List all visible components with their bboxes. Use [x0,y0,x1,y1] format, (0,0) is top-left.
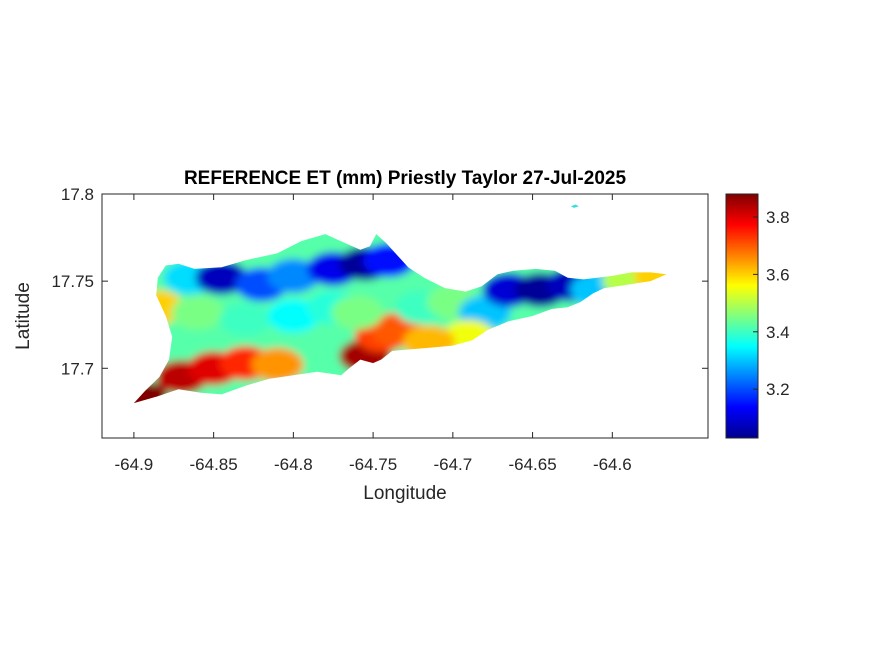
x-tick-label: -64.9 [115,455,154,474]
colorbar-tick-label: 3.6 [766,265,790,284]
x-tick-label: -64.6 [593,455,632,474]
field-sample-12 [267,258,320,293]
field-sample-16 [171,295,224,330]
field-sample-18 [267,299,320,333]
colorbar-tick-label: 3.8 [766,208,790,227]
field-sample-0 [133,380,168,404]
colorbar [725,193,759,439]
y-tick-label: 17.75 [51,272,94,291]
x-tick-label: -64.8 [274,455,313,474]
field-sample-10 [195,260,248,295]
x-axis: -64.9 -64.85 -64.8 -64.75 -64.7 -64.65 -64.6 [115,194,632,474]
islet [570,204,579,208]
field-sample-4 [251,347,304,382]
colorbar-tick-label: 3.4 [766,323,790,342]
y-axis-label: Latitude [13,282,34,350]
colorbar-tick-label: 3.2 [766,380,790,399]
y-tick-label: 17.7 [61,359,94,378]
field-sample-17 [219,302,272,337]
x-axis-label: Longitude [363,483,446,504]
y-axis: 17.7 17.75 17.8 [51,185,708,378]
chart-title: REFERENCE ET (mm) Priestly Taylor 27-Jul… [184,168,626,189]
axes-box [101,193,709,439]
x-tick-label: -64.65 [508,455,556,474]
x-tick-label: -64.85 [190,455,238,474]
field-sample-20 [331,295,384,330]
y-tick-label: 17.8 [61,185,94,204]
x-tick-label: -64.75 [349,455,397,474]
colorbar-ticks: 3.2 3.4 3.6 3.8 [753,208,790,399]
x-tick-label: -64.7 [433,455,472,474]
